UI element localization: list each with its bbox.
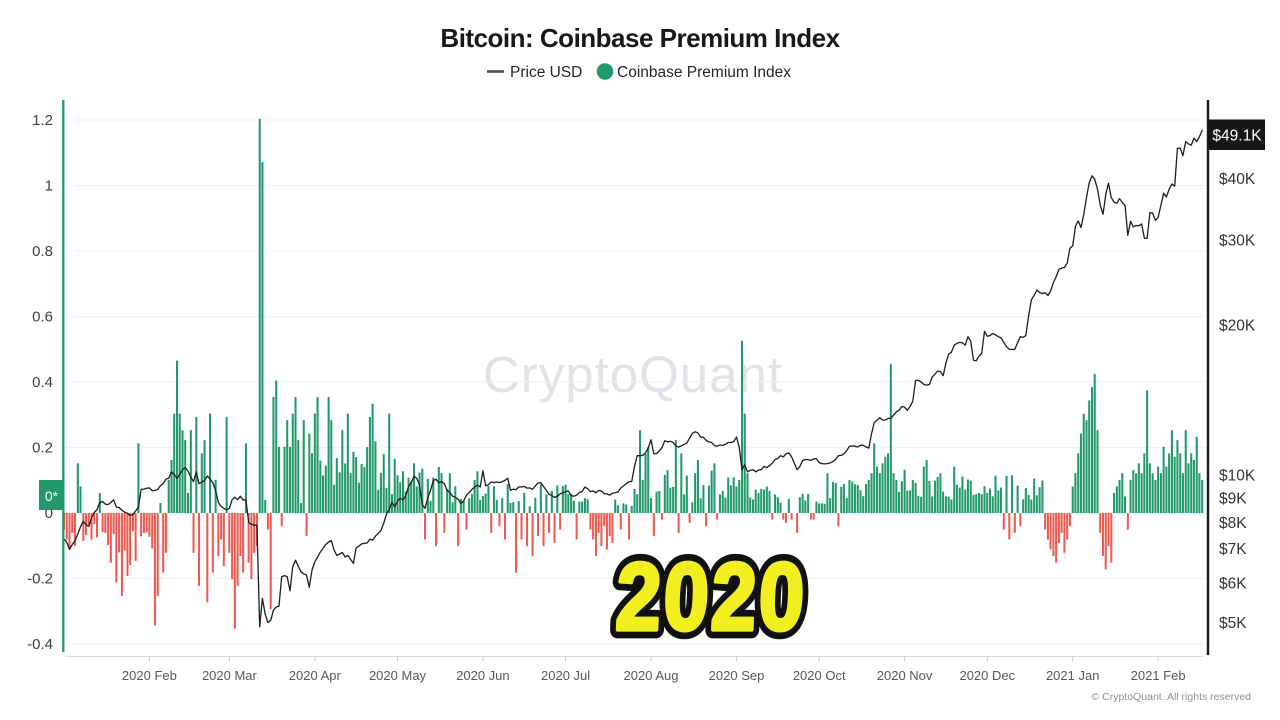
svg-text:2020 May: 2020 May: [369, 668, 427, 683]
svg-text:Price USD: Price USD: [510, 64, 582, 81]
svg-text:2020 Mar: 2020 Mar: [202, 668, 258, 683]
svg-text:2020 Aug: 2020 Aug: [624, 668, 679, 683]
svg-text:0.6: 0.6: [32, 309, 53, 326]
svg-text:1: 1: [45, 178, 53, 195]
svg-text:0.8: 0.8: [32, 243, 53, 260]
svg-text:0*: 0*: [45, 488, 59, 504]
svg-text:0.4: 0.4: [32, 374, 53, 391]
svg-text:$6K: $6K: [1219, 575, 1247, 592]
svg-text:0: 0: [45, 505, 53, 522]
svg-text:Coinbase Premium Index: Coinbase Premium Index: [617, 64, 791, 81]
svg-text:$5K: $5K: [1219, 615, 1247, 632]
svg-text:$10K: $10K: [1219, 468, 1256, 485]
svg-text:$7K: $7K: [1219, 541, 1247, 558]
svg-text:2020 Jul: 2020 Jul: [541, 668, 590, 683]
svg-text:$9K: $9K: [1219, 491, 1247, 508]
svg-text:© CryptoQuant. All rights rese: © CryptoQuant. All rights reserved: [1092, 691, 1252, 703]
svg-text:$49.1K: $49.1K: [1212, 128, 1262, 145]
svg-text:2020 Feb: 2020 Feb: [122, 668, 177, 683]
svg-text:$8K: $8K: [1219, 515, 1247, 532]
svg-text:2021 Feb: 2021 Feb: [1131, 668, 1186, 683]
svg-text:2020 Nov: 2020 Nov: [877, 668, 933, 683]
svg-text:2020 Oct: 2020 Oct: [793, 668, 846, 683]
svg-text:2020: 2020: [614, 543, 809, 650]
svg-text:CryptoQuant: CryptoQuant: [483, 346, 783, 403]
svg-text:2021 Jan: 2021 Jan: [1046, 668, 1100, 683]
svg-text:-0.2: -0.2: [27, 571, 53, 588]
svg-text:2020: 2020: [614, 543, 809, 650]
svg-text:2020 Dec: 2020 Dec: [959, 668, 1015, 683]
svg-text:$40K: $40K: [1219, 171, 1256, 188]
svg-text:1.2: 1.2: [32, 112, 53, 129]
svg-text:2020 Sep: 2020 Sep: [709, 668, 765, 683]
svg-text:2020 Jun: 2020 Jun: [456, 668, 510, 683]
svg-text:$20K: $20K: [1219, 318, 1256, 335]
svg-text:Bitcoin: Coinbase Premium Inde: Bitcoin: Coinbase Premium Index: [440, 23, 840, 53]
svg-text:-0.4: -0.4: [27, 636, 53, 653]
svg-text:2020 Apr: 2020 Apr: [289, 668, 342, 683]
svg-text:$30K: $30K: [1219, 233, 1256, 250]
svg-text:0.2: 0.2: [32, 440, 53, 457]
